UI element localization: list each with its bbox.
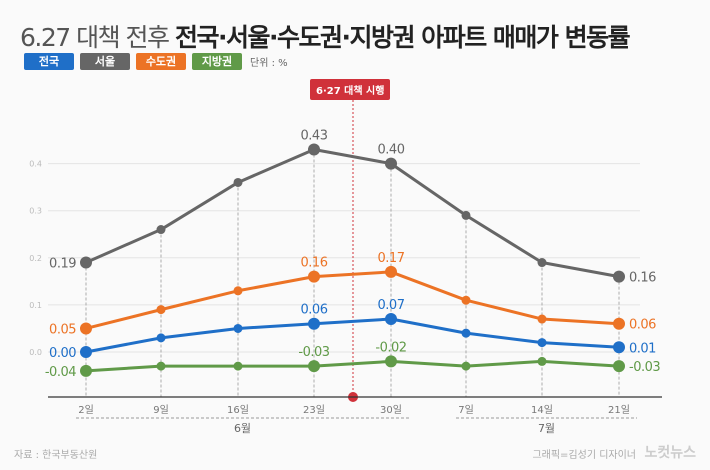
- y-tick-label: 0.0: [29, 348, 42, 357]
- data-label: -0.04: [45, 365, 76, 380]
- month-label: 7월: [538, 422, 555, 435]
- data-point: [461, 295, 471, 305]
- data-point: [80, 256, 92, 269]
- series-line-지방권: [85, 359, 620, 373]
- data-point: [308, 143, 320, 156]
- data-label: 0.43: [301, 128, 328, 143]
- legend-capital: 수도권: [136, 53, 186, 70]
- data-point: [385, 355, 397, 368]
- data-point: [385, 265, 397, 278]
- data-point: [80, 322, 92, 335]
- x-tick-label: 7일: [458, 404, 474, 416]
- legend: 전국 서울 수도권 지방권 단위 : %: [24, 53, 288, 70]
- data-point: [613, 341, 625, 354]
- data-label: 0.40: [378, 143, 405, 158]
- data-label: 0.01: [629, 341, 656, 356]
- data-point: [385, 157, 397, 170]
- x-tick-label: 2일: [78, 404, 94, 416]
- data-label: 0.00: [49, 346, 76, 361]
- data-label: -0.03: [629, 360, 660, 375]
- data-label: 0.16: [301, 256, 328, 271]
- data-point: [461, 210, 471, 220]
- x-tick-label: 9일: [153, 404, 169, 416]
- credit-text: 그래픽=김성기 디자이너: [532, 450, 636, 461]
- data-point: [613, 360, 625, 373]
- data-point: [613, 317, 625, 330]
- data-label: 0.05: [49, 322, 76, 337]
- data-point: [156, 225, 166, 235]
- data-point: [233, 286, 243, 296]
- data-label: -0.03: [298, 345, 329, 360]
- data-point: [233, 177, 243, 187]
- data-point: [156, 305, 166, 315]
- data-point: [537, 338, 547, 348]
- data-label: 0.17: [378, 251, 405, 266]
- title-main: 전국·서울·수도권·지방권 아파트 매매가 변동률: [175, 23, 631, 52]
- series-line-서울: [85, 147, 620, 279]
- data-point: [537, 356, 547, 366]
- x-tick-label: 21일: [608, 404, 630, 416]
- page-title: 6.27 대책 전후 전국·서울·수도권·지방권 아파트 매매가 변동률: [20, 18, 631, 54]
- data-point: [80, 364, 92, 377]
- y-tick-label: 0.1: [29, 301, 42, 310]
- legend-local: 지방권: [192, 53, 242, 70]
- data-point: [308, 270, 320, 283]
- logo: 노컷뉴스: [644, 445, 696, 461]
- data-point: [233, 361, 243, 371]
- x-tick-label: 30일: [380, 404, 402, 416]
- data-label: 0.16: [629, 271, 656, 286]
- data-point: [461, 328, 471, 338]
- data-label: 0.06: [301, 303, 328, 318]
- data-point: [233, 323, 243, 333]
- y-tick-label: 0.4: [29, 160, 42, 169]
- data-point: [156, 333, 166, 343]
- data-point: [80, 346, 92, 358]
- data-point: [308, 317, 320, 330]
- data-point: [537, 258, 547, 268]
- x-tick-label: 14일: [531, 404, 553, 416]
- y-tick-label: 0.3: [29, 207, 42, 216]
- data-label: -0.02: [375, 340, 406, 355]
- legend-seoul: 서울: [80, 53, 130, 70]
- data-label: 0.07: [378, 298, 405, 313]
- data-point: [461, 361, 471, 371]
- month-label: 6월: [234, 422, 251, 435]
- data-label: 0.06: [629, 318, 656, 333]
- data-label: 0.19: [49, 257, 76, 272]
- y-tick-label: 0.2: [29, 254, 42, 263]
- policy-marker-label: 6·27 대책 시행: [310, 79, 391, 100]
- source-text: 자료 : 한국부동산원: [14, 450, 98, 461]
- x-tick-label: 23일: [303, 404, 325, 416]
- title-prefix: 6.27 대책 전후: [20, 23, 170, 52]
- data-point: [308, 360, 320, 373]
- data-point: [156, 361, 166, 371]
- unit-label: 단위 : %: [250, 58, 288, 69]
- legend-national: 전국: [24, 53, 74, 70]
- x-tick-label: 16일: [227, 404, 249, 416]
- data-point: [385, 313, 397, 326]
- series-line-전국: [85, 317, 620, 354]
- data-point: [537, 314, 547, 324]
- data-point: [613, 270, 625, 283]
- series-line-수도권: [85, 270, 620, 330]
